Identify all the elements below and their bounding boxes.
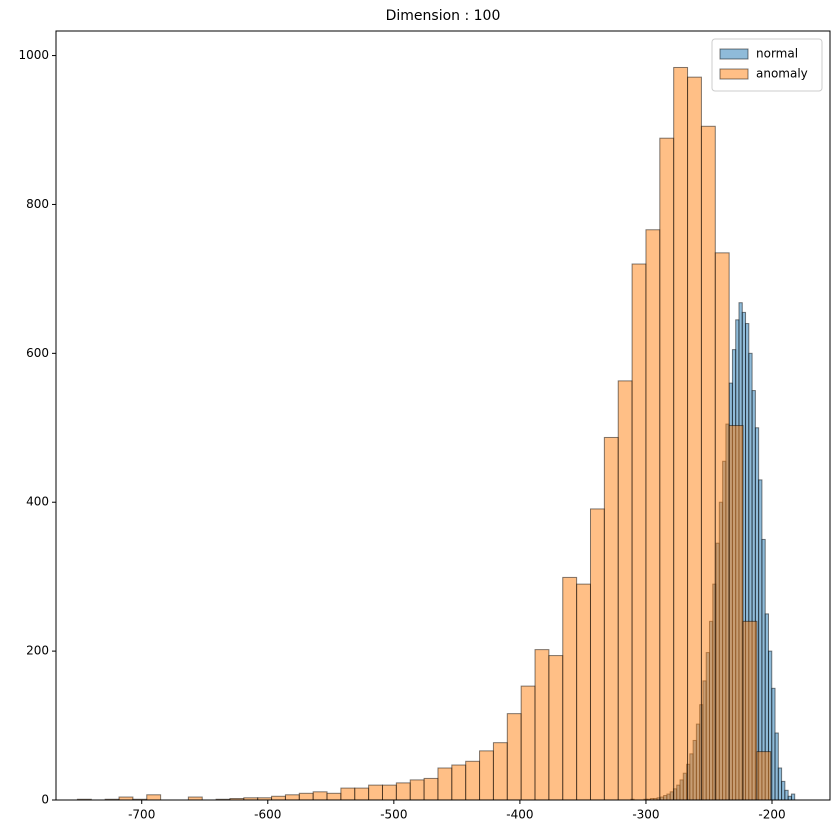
y-tick-label: 1000 <box>18 48 49 62</box>
bar <box>409 779 425 801</box>
legend-swatch <box>719 68 749 80</box>
bar <box>451 764 467 801</box>
legend: normal anomaly <box>711 38 823 92</box>
x-tick-label: -400 <box>506 808 533 822</box>
y-tick-label: 400 <box>26 495 49 509</box>
bar <box>548 655 564 801</box>
y-tick-label: 0 <box>41 793 49 807</box>
bar <box>520 685 536 801</box>
bar <box>700 125 716 801</box>
bar <box>506 713 522 801</box>
bar <box>673 66 689 801</box>
legend-swatch <box>719 48 749 60</box>
plot-frame <box>55 30 831 801</box>
x-tick-label: -700 <box>128 808 155 822</box>
chart-title: Dimension : 100 <box>386 8 501 24</box>
bar <box>576 583 591 801</box>
bar <box>603 436 619 801</box>
y-tick-label: 200 <box>26 644 49 658</box>
bar <box>465 760 481 801</box>
bar <box>395 782 411 801</box>
y-tick-label: 800 <box>26 197 49 211</box>
bar <box>479 750 494 801</box>
bar <box>298 792 314 801</box>
bar <box>742 620 758 801</box>
bar <box>284 794 300 801</box>
bar <box>271 795 286 801</box>
bar <box>534 649 550 801</box>
x-tick-label: -600 <box>254 808 281 822</box>
bar <box>631 263 647 801</box>
bar <box>562 576 578 801</box>
bar <box>790 793 796 801</box>
bar <box>589 508 605 801</box>
bar <box>659 137 675 801</box>
x-tick-label: -500 <box>380 808 407 822</box>
bar <box>340 787 356 801</box>
x-tick-label: -200 <box>758 808 785 822</box>
legend-label: anomaly <box>756 67 808 81</box>
bar <box>728 425 744 801</box>
bar <box>354 787 370 801</box>
bar <box>756 751 772 801</box>
bar <box>312 791 328 801</box>
y-tick-label: 600 <box>26 346 49 360</box>
bar <box>687 76 702 801</box>
bar <box>326 792 342 801</box>
bar <box>437 767 453 801</box>
bar <box>645 229 661 801</box>
bar <box>368 784 383 801</box>
legend-label: normal <box>756 47 798 61</box>
bar <box>617 380 633 801</box>
bar <box>381 784 397 801</box>
bar <box>492 742 508 801</box>
bar <box>714 252 730 801</box>
bar <box>146 794 162 801</box>
bar <box>423 777 439 801</box>
x-tick-label: -300 <box>632 808 659 822</box>
